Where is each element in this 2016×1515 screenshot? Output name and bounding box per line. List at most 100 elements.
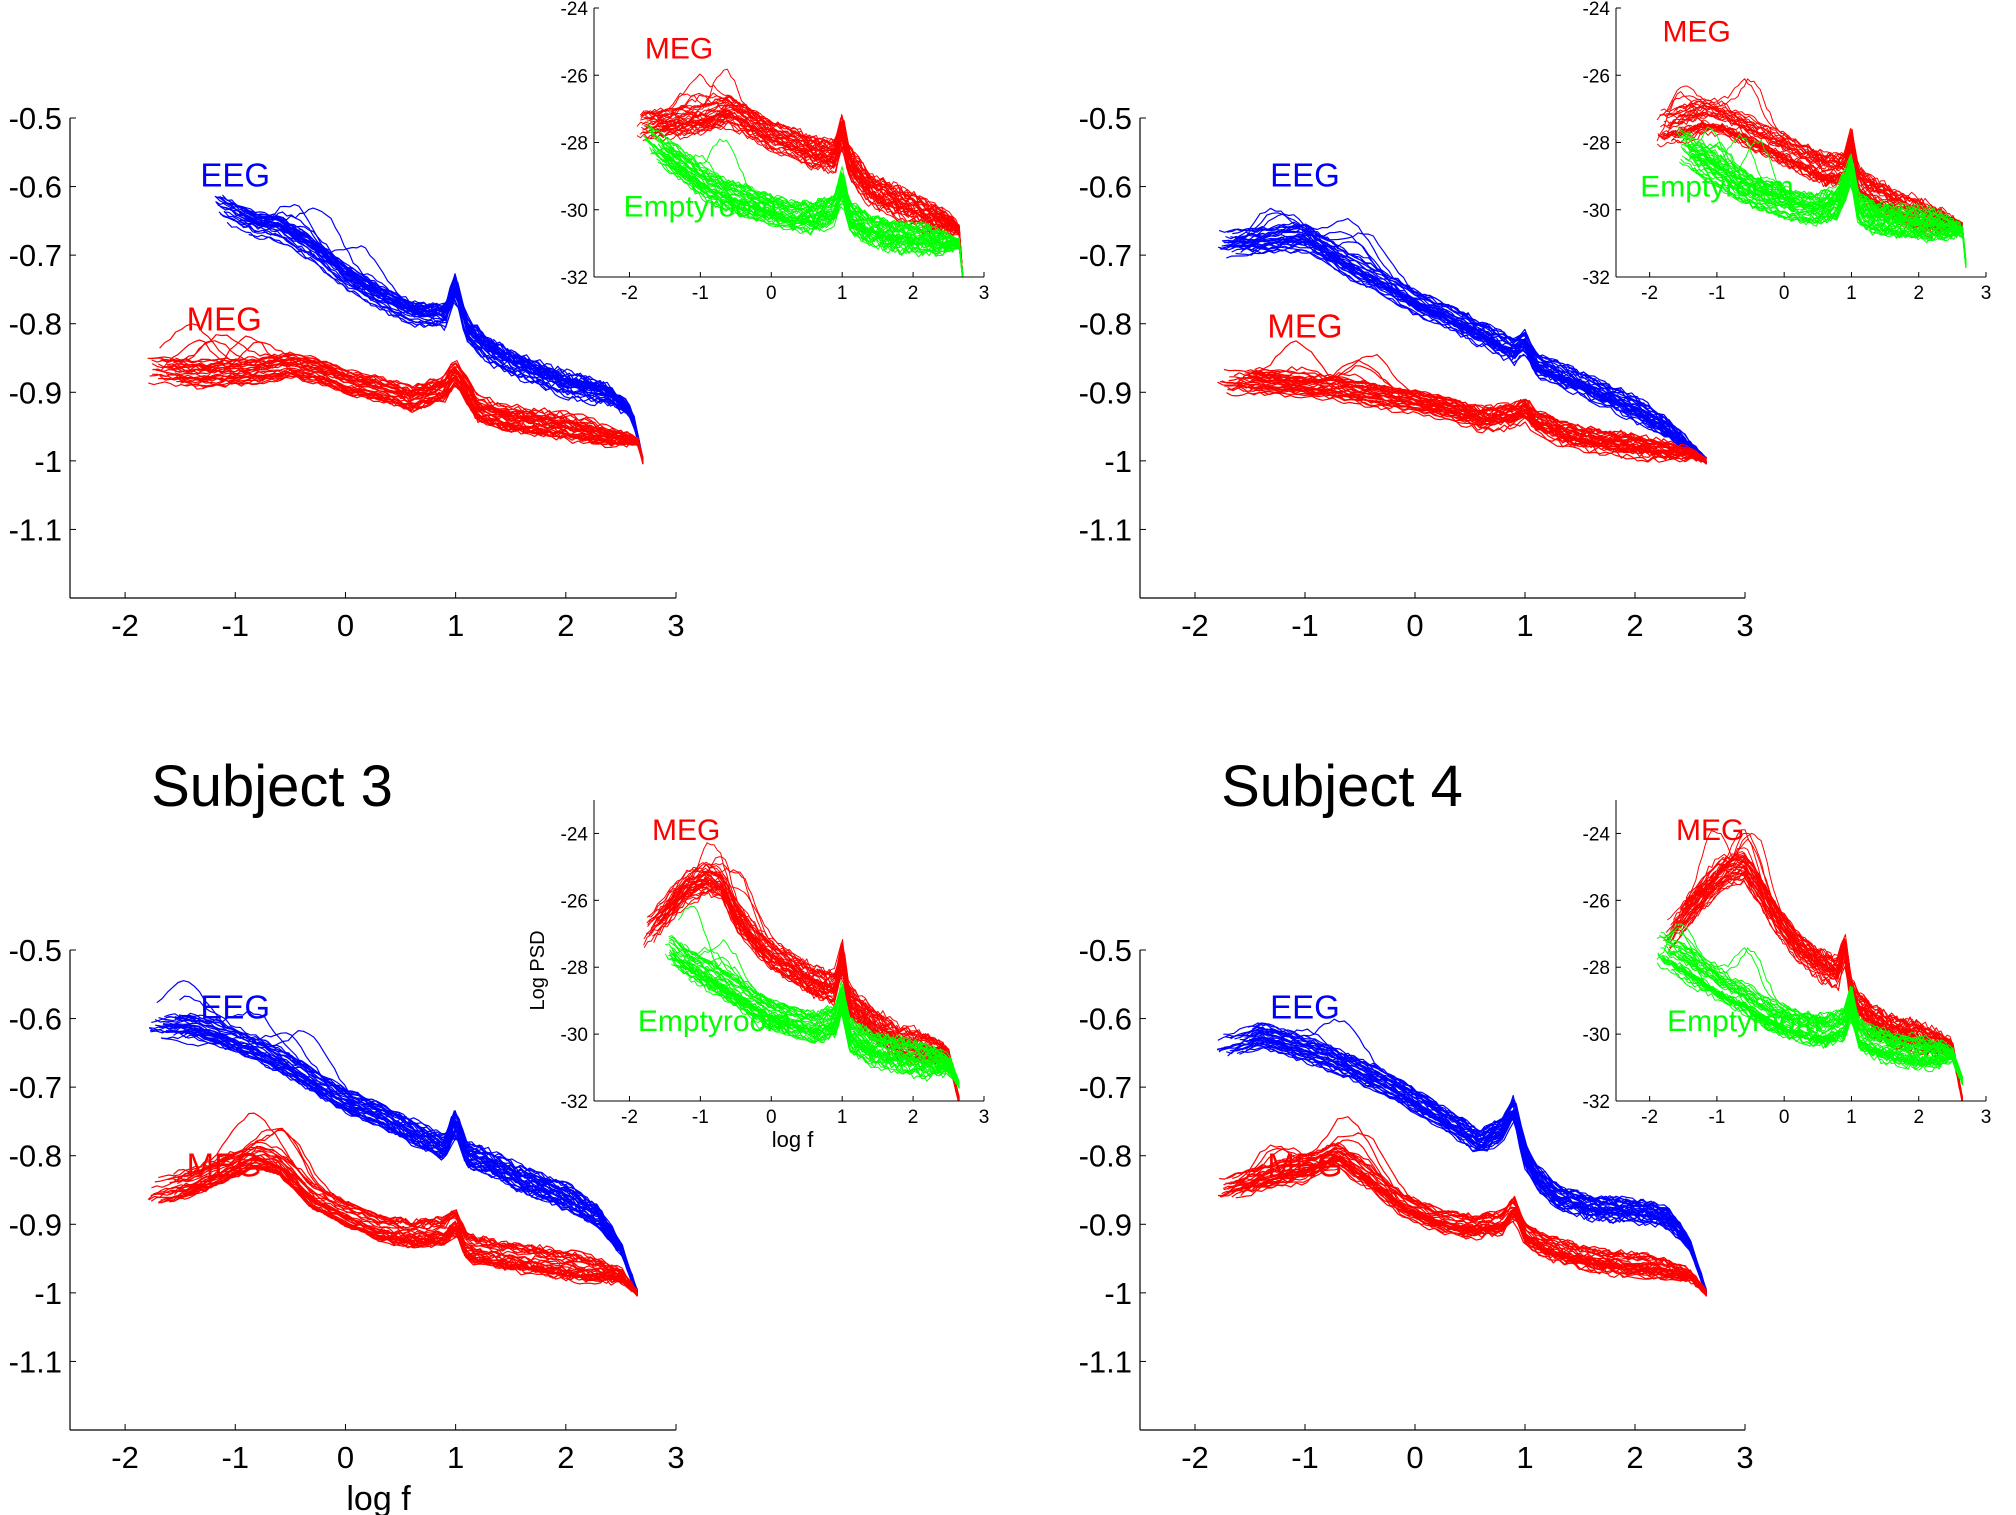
- inset-y-tick-label: -32: [1583, 1092, 1610, 1113]
- inset-series-line: [665, 943, 960, 1085]
- inset-series-line: [648, 882, 960, 1100]
- series-line: [180, 1147, 638, 1294]
- series-line: [152, 363, 644, 460]
- inset-series-line: [646, 870, 960, 1101]
- panel-top-left: -0.5 -0.6 -0.7 -0.8 -0.9 -1 -1.1 -2 -1 0 1 2 3 EEG MEG…: [9, 0, 990, 643]
- inset-series-line: [688, 978, 960, 1085]
- inset-series-line: [1656, 927, 1963, 1084]
- inset-series-line: [656, 877, 960, 1099]
- inset-y-tick-label: -26: [1583, 891, 1610, 912]
- panel-top-right: -0.5 -0.6 -0.7 -0.8 -0.9 -1 -1.1 -2 -1 0 1 2 3 EEG MEG…: [1079, 0, 1992, 643]
- y-tick-label: -1.1: [1079, 512, 1132, 547]
- x-tick-label: 0: [337, 608, 354, 643]
- series-line: [1226, 391, 1707, 465]
- x-tick-label: 1: [1516, 1440, 1533, 1475]
- series-line: [176, 1029, 638, 1294]
- inset-series-label: MEG: [652, 814, 720, 847]
- inset-series-line: [665, 150, 963, 277]
- series-line: [174, 1145, 638, 1296]
- inset-y-tick-label: -24: [1583, 824, 1611, 845]
- inset-series-line: [663, 148, 963, 277]
- inset-x-tick-label: 2: [1913, 1107, 1924, 1128]
- series-line: [1236, 1047, 1708, 1292]
- series-line: [220, 213, 644, 461]
- series-line: [177, 1153, 638, 1296]
- inset-x-tick-label: 0: [1779, 283, 1790, 304]
- inset-series-line: [644, 113, 964, 277]
- inset-series-line: [1678, 856, 1963, 1101]
- x-tick-label: 1: [447, 608, 464, 643]
- series-line: [1222, 240, 1707, 459]
- series-line: [164, 1009, 638, 1292]
- inset-series-line: [650, 151, 964, 274]
- inset-top-left: -24 -26 -28 -30 -32 -2 -1 0 1 2 3 MEG Emptyroom: [561, 0, 990, 304]
- inset-series-line: [659, 152, 964, 276]
- series-line: [1247, 1022, 1708, 1294]
- inset-series-line: [646, 861, 960, 1101]
- y-tick-label: -1.1: [9, 1344, 62, 1379]
- inset-series-line: [1695, 173, 1967, 266]
- x-tick-label: 2: [557, 1440, 574, 1475]
- x-tick-label: 2: [557, 608, 574, 643]
- y-tick-label: -0.5: [9, 933, 62, 968]
- y-tick-label: -1: [1104, 444, 1132, 479]
- series-line: [219, 195, 644, 463]
- series-line: [1233, 224, 1708, 465]
- series-line: [240, 206, 644, 462]
- panel-bottom-right: -0.5 -0.6 -0.7 -0.8 -0.9 -1 -1.1 -2 -1 0 1 2 3 Subjec…: [1079, 754, 1992, 1475]
- inset-x-tick-label: -2: [621, 283, 638, 304]
- inset-y-tick-label: -30: [1583, 1025, 1610, 1046]
- series-line: [1227, 386, 1707, 463]
- x-tick-label: -1: [1291, 608, 1319, 643]
- series-line: [239, 219, 644, 464]
- y-tick-label: -0.9: [9, 1207, 62, 1242]
- x-tick-label: 0: [1406, 608, 1423, 643]
- series-line: [1219, 238, 1707, 465]
- inset-series-line: [1669, 864, 1963, 1101]
- inset-y-tick-label: -30: [561, 201, 588, 222]
- inset-series-label: MEG: [1663, 16, 1731, 49]
- x-tick-label: -2: [111, 1440, 139, 1475]
- x-tick-label: -2: [1181, 1440, 1209, 1475]
- inset-x-tick-label: -2: [621, 1107, 638, 1128]
- inset-x-tick-label: 1: [1846, 283, 1857, 304]
- inset-series-line: [672, 942, 960, 1087]
- y-tick-label: -0.6: [1079, 1002, 1132, 1037]
- inset-series-line: [1665, 938, 1963, 1078]
- y-tick-label: -0.8: [1079, 1139, 1132, 1174]
- y-tick-label: -1: [34, 444, 62, 479]
- y-tick-label: -0.9: [1079, 1207, 1132, 1242]
- series-label: MEG: [187, 1146, 262, 1183]
- inset-x-tick-label: 3: [1981, 283, 1992, 304]
- x-tick-label: -1: [1291, 1440, 1319, 1475]
- inset-series-label: MEG: [645, 32, 713, 65]
- y-tick-label: -0.9: [1079, 375, 1132, 410]
- series-line: [222, 194, 644, 464]
- series-line: [1254, 365, 1707, 465]
- x-tick-label: 0: [1406, 1440, 1423, 1475]
- y-tick-label: -0.6: [9, 1002, 62, 1037]
- series-line: [1242, 242, 1707, 461]
- series-line: [218, 204, 644, 464]
- series-line: [1251, 1155, 1708, 1296]
- y-tick-label: -0.5: [1079, 101, 1132, 136]
- inset-y-tick-label: -30: [561, 1025, 588, 1046]
- inset-series-line: [663, 135, 964, 277]
- y-tick-label: -0.5: [1079, 933, 1132, 968]
- series-line: [222, 206, 644, 462]
- series-label: EEG: [1270, 989, 1340, 1026]
- inset-x-tick-label: -2: [1641, 1107, 1658, 1128]
- inset-series-line: [676, 941, 960, 1083]
- series-line: [1231, 245, 1707, 459]
- inset-x-tick-label: 3: [979, 283, 990, 304]
- x-tick-label: -2: [111, 608, 139, 643]
- inset-y-tick-label: -26: [561, 891, 588, 912]
- inset-series-line: [1657, 954, 1963, 1081]
- inset-series-line: [1686, 134, 1967, 261]
- inset-x-tick-label: 2: [1913, 283, 1924, 304]
- series-line: [1235, 239, 1707, 461]
- inset-x-tick-label: 1: [837, 1107, 848, 1128]
- inset-series-line: [656, 158, 964, 276]
- inset-series-line: [647, 130, 964, 277]
- inset-series-line: [1698, 152, 1967, 261]
